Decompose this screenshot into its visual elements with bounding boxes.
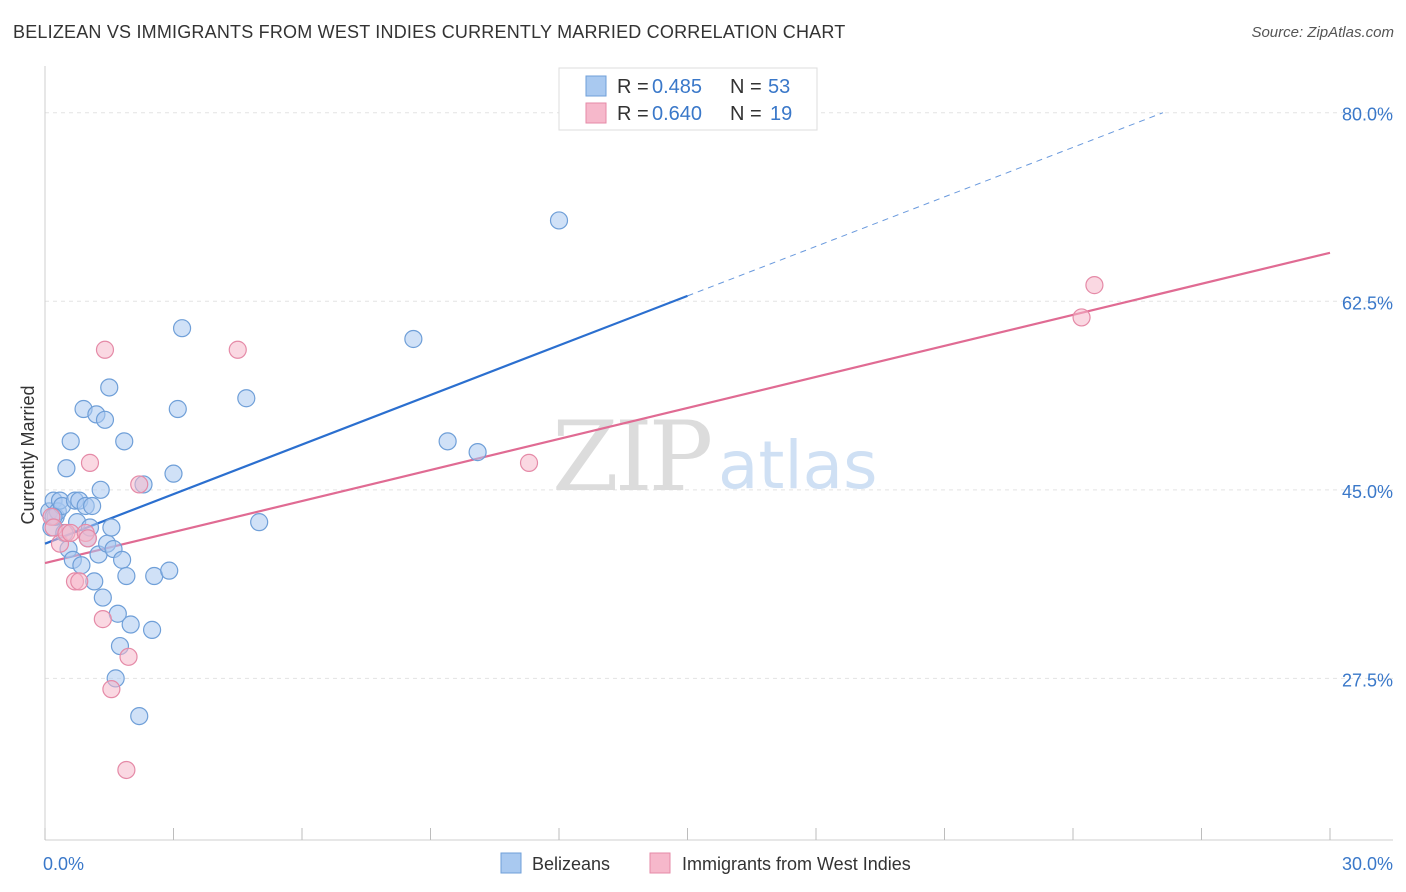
legend-top: R = 0.485 N = 53 R = 0.640 N = 19	[558, 67, 818, 131]
legend-n-label: N =	[730, 76, 762, 98]
point-west-indies	[102, 680, 121, 699]
legend-r-label: R =	[617, 76, 649, 98]
point-west-indies	[228, 340, 247, 359]
y-tick-label: 62.5%	[1342, 293, 1393, 313]
y-axis-label: Currently Married	[18, 385, 38, 524]
legend-n-label: N =	[730, 103, 762, 125]
point-belizeans	[172, 319, 192, 338]
watermark: ZIP atlas	[552, 401, 878, 513]
point-belizeans	[237, 389, 256, 408]
point-west-indies	[117, 760, 136, 780]
point-west-indies	[70, 572, 89, 591]
legend-bottom-label-belizeans: Belizeans	[532, 854, 610, 874]
point-belizeans	[93, 588, 112, 607]
point-belizeans	[102, 518, 121, 537]
point-belizeans	[404, 329, 423, 349]
axes	[44, 66, 1393, 841]
legend-bottom: Belizeans Immigrants from West Indies	[500, 852, 911, 874]
legend-n-value: 53	[768, 76, 790, 98]
data-points	[40, 211, 1104, 780]
legend-swatch-belizeans	[585, 75, 607, 97]
point-west-indies	[95, 340, 115, 359]
grid-lines	[45, 112, 1393, 679]
point-belizeans	[83, 496, 102, 516]
point-belizeans	[112, 550, 132, 569]
trend-line-belizeans-extrapolated	[687, 112, 1164, 297]
x-tick-label: 0.0%	[43, 854, 84, 874]
legend-bottom-label-west-indies: Immigrants from West Indies	[682, 854, 911, 874]
point-belizeans	[130, 706, 149, 726]
point-belizeans	[142, 620, 162, 639]
point-west-indies	[1085, 276, 1104, 295]
point-belizeans	[100, 378, 119, 397]
point-west-indies	[78, 529, 97, 548]
y-tick-label: 27.5%	[1342, 670, 1393, 690]
point-belizeans	[549, 211, 569, 230]
point-west-indies	[93, 610, 112, 629]
point-belizeans	[438, 432, 457, 451]
legend-bottom-swatch-belizeans	[500, 852, 522, 874]
legend-n-value: 19	[770, 103, 792, 125]
point-belizeans	[168, 399, 187, 419]
point-belizeans	[61, 432, 80, 451]
point-belizeans	[72, 556, 91, 575]
point-belizeans	[468, 443, 487, 462]
point-belizeans	[250, 513, 269, 532]
source-label: Source: ZipAtlas.com	[1251, 24, 1394, 41]
y-tick-label: 45.0%	[1342, 482, 1393, 502]
trend-line-belizeans	[44, 294, 688, 545]
point-west-indies	[130, 475, 149, 494]
x-tick-label: 30.0%	[1342, 854, 1393, 874]
legend-bottom-swatch-west-indies	[649, 852, 671, 874]
point-west-indies	[80, 453, 100, 472]
legend-swatch-west-indies	[585, 102, 607, 124]
y-tick-label: 80.0%	[1342, 105, 1393, 125]
point-belizeans	[121, 615, 140, 634]
legend-r-value: 0.485	[652, 76, 702, 98]
x-tick-labels: 0.0% 30.0%	[43, 854, 1393, 874]
point-belizeans	[95, 410, 115, 429]
point-belizeans	[91, 480, 110, 499]
point-belizeans	[164, 464, 183, 483]
watermark-zip: ZIP	[552, 401, 711, 513]
trend-line-west-indies	[44, 251, 1331, 565]
chart-title: BELIZEAN VS IMMIGRANTS FROM WEST INDIES …	[13, 22, 846, 42]
point-belizeans	[160, 561, 179, 580]
y-tick-labels: 27.5% 45.0% 62.5% 80.0%	[1342, 105, 1393, 691]
legend-r-label: R =	[617, 103, 649, 125]
legend-r-value: 0.640	[652, 103, 702, 125]
point-belizeans	[57, 459, 76, 478]
point-belizeans	[117, 566, 136, 586]
trend-lines	[44, 112, 1331, 565]
point-west-indies	[1072, 308, 1091, 327]
point-west-indies	[119, 647, 138, 666]
watermark-atlas: atlas	[718, 427, 878, 504]
point-belizeans	[115, 432, 134, 451]
point-west-indies	[519, 453, 539, 472]
